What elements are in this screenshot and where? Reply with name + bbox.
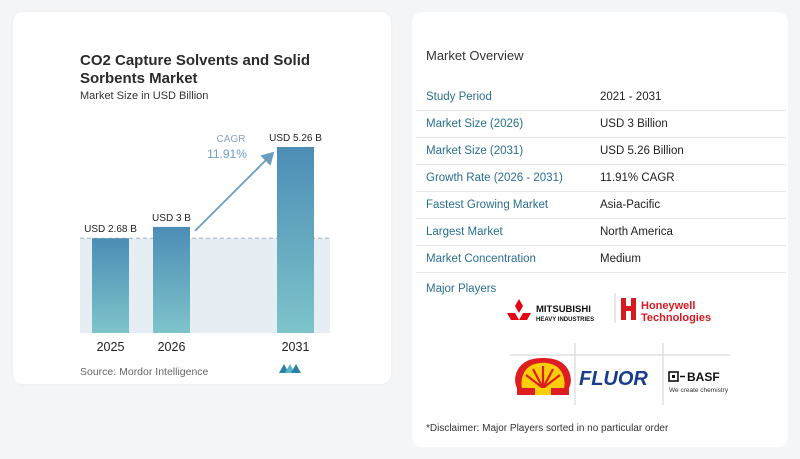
row-key: Market Size (2026)	[416, 110, 586, 138]
row-key: Market Concentration	[416, 245, 586, 273]
basf-tagline: We create chemistry	[669, 387, 729, 394]
row-value: Asia-Pacific	[586, 191, 786, 219]
x-tick-label: 2025	[97, 340, 125, 354]
row-key: Market Size (2031)	[416, 137, 586, 165]
x-tick-label: 2026	[158, 340, 186, 354]
disclaimer: *Disclaimer: Major Players sorted in no …	[426, 423, 669, 434]
chart-subtitle: Market Size in USD Billion	[80, 90, 209, 102]
row-value: 11.91% CAGR	[586, 164, 786, 192]
fluor-logo-icon: FLUOR	[579, 368, 648, 390]
x-tick-label: 2031	[282, 340, 310, 354]
row-value: USD 5.26 Billion	[586, 137, 786, 165]
chart-title: CO2 Capture Solvents and Solid Sorbents …	[80, 52, 311, 87]
row-key: Growth Rate (2026 - 2031)	[416, 164, 586, 192]
honeywell-logo-icon: Honeywell Technologies	[621, 298, 711, 324]
overview-title: Market Overview	[426, 48, 524, 63]
data-label: USD 2.68 B	[84, 224, 137, 235]
row-value: North America	[586, 218, 786, 246]
bar-2031	[277, 147, 314, 333]
cagr-value: 11.91%	[207, 147, 247, 161]
honeywell-name: Honeywell	[641, 300, 695, 312]
row-value: USD 3 Billion	[586, 110, 786, 138]
table-row: Market Size (2026) USD 3 Billion	[416, 110, 786, 138]
row-key: Study Period	[416, 84, 586, 111]
basf-logo-icon: BASF We create chemistry	[668, 370, 729, 394]
honeywell-sub: Technologies	[641, 312, 711, 324]
mitsubishi-logo-icon: MITSUBISHI HEAVY INDUSTRIES	[507, 299, 594, 323]
row-key: Fastest Growing Market	[416, 191, 586, 219]
row-key: Largest Market	[416, 218, 586, 246]
table-row: Study Period 2021 - 2031	[416, 84, 786, 111]
overview-table: Study Period 2021 - 2031 Market Size (202…	[416, 84, 786, 273]
mitsubishi-name: MITSUBISHI	[536, 304, 591, 315]
source-note: Source: Mordor Intelligence	[80, 366, 209, 378]
bar-2025	[92, 238, 129, 333]
basf-name: BASF	[687, 370, 720, 384]
table-row: Market Size (2031) USD 5.26 Billion	[416, 137, 786, 165]
table-row: Growth Rate (2026 - 2031) 11.91% CAGR	[416, 164, 786, 192]
mitsubishi-sub: HEAVY INDUSTRIES	[536, 317, 594, 323]
major-players-label: Major Players	[426, 283, 497, 295]
table-row: Largest Market North America	[416, 218, 786, 246]
data-label: USD 3 B	[152, 213, 191, 224]
table-row: Market Concentration Medium	[416, 245, 786, 273]
row-value: Medium	[586, 245, 786, 273]
cagr-label: CAGR	[217, 134, 246, 145]
cagr-arrow	[194, 151, 275, 232]
shell-logo-icon	[515, 358, 571, 395]
bar-2026	[153, 226, 190, 333]
row-value: 2021 - 2031	[586, 84, 786, 111]
major-players-logos: MITSUBISHI HEAVY INDUSTRIES Honeywell Te…	[507, 293, 730, 405]
table-row: Fastest Growing Market Asia-Pacific	[416, 191, 786, 219]
data-label: USD 5.26 B	[269, 133, 322, 144]
mordor-logo-icon	[279, 364, 301, 373]
